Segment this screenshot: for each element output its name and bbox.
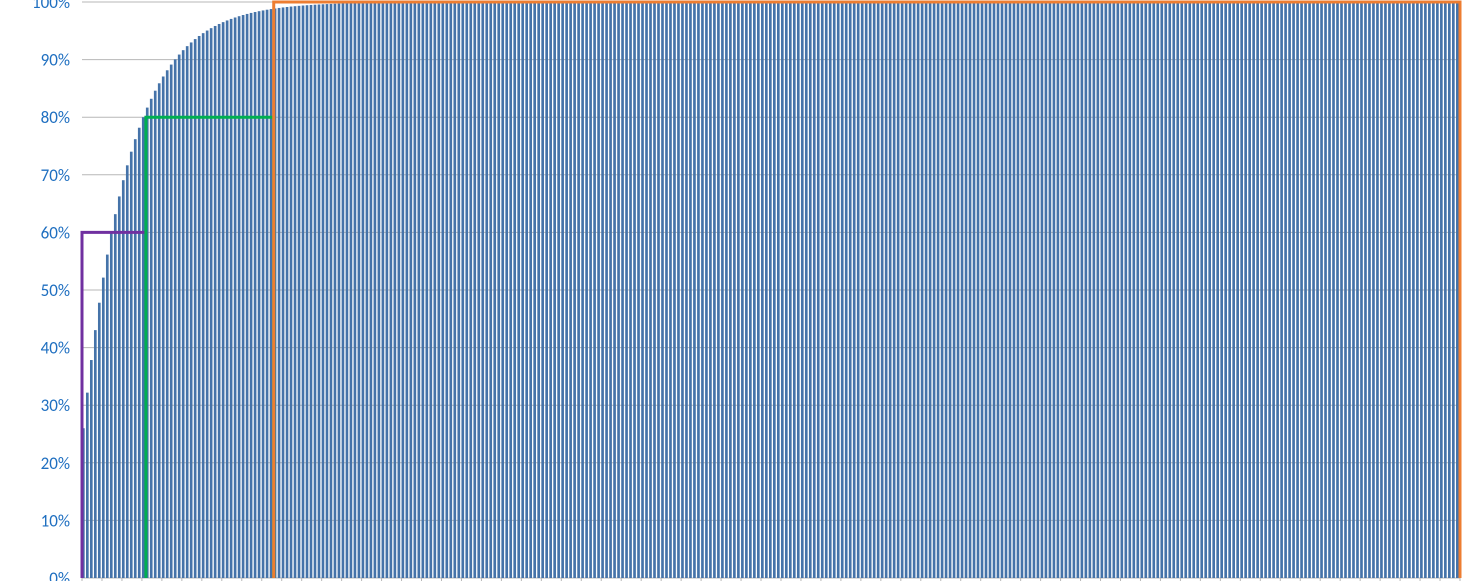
y-tick-label: 100% [32, 0, 70, 13]
cumulative-chart: 0% 10% 20% 30% 40% 50% 60% 70% 80% 90% 100% [0, 0, 1472, 581]
y-tick-label: 40% [41, 338, 70, 359]
y-tick-label: 20% [41, 453, 70, 474]
y-tick-label: 50% [41, 280, 70, 301]
y-tick-label: 80% [41, 107, 70, 128]
y-tick-label: 10% [41, 510, 70, 531]
y-tick-label: 60% [41, 222, 70, 243]
y-tick-label: 70% [41, 165, 70, 186]
y-tick-label: 90% [41, 50, 70, 71]
y-tick-label: 0% [49, 568, 70, 581]
y-tick-label: 30% [41, 395, 70, 416]
